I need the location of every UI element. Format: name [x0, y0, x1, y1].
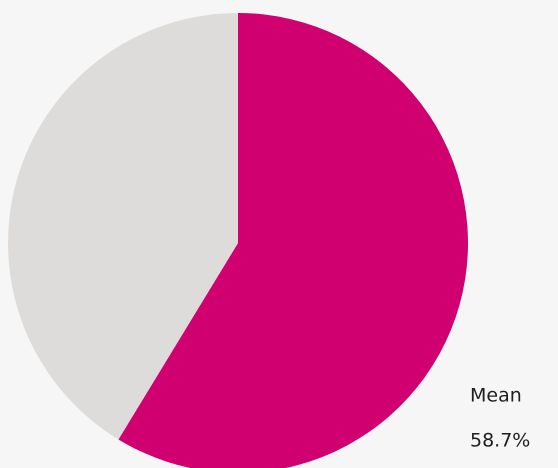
- pie-slice: [118, 13, 468, 468]
- slice-value-label: 58.7%: [470, 430, 530, 452]
- slice-label: Mean: [470, 385, 522, 407]
- pie-slice: [8, 13, 238, 440]
